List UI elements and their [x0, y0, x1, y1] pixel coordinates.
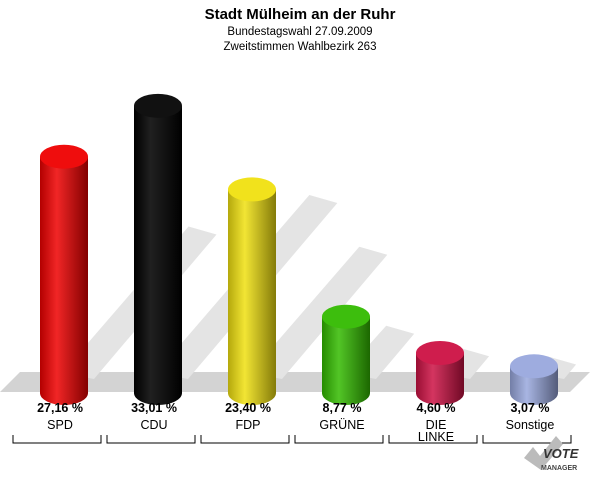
chart-title: Stadt Mülheim an der Ruhr	[205, 6, 396, 23]
bar-labels: 27,16 % SPD 33,01 % CDU 23,40 % FDP 8,77 % GRÜN…	[12, 401, 572, 444]
bar-shadow-fdp	[250, 246, 388, 379]
value-label-cdu: 33,01 %	[131, 401, 177, 415]
category-bracket-die-linke	[388, 435, 478, 444]
chart-subtitle-election: Bundestagswahl 27.09.2009	[227, 26, 372, 38]
bar-cap-gr-ne	[322, 304, 370, 329]
bar-cap-fdp	[228, 177, 276, 202]
category-bracket-cdu	[106, 435, 196, 444]
bar-die-linke	[416, 352, 464, 405]
category-label-spd: SPD	[47, 418, 73, 432]
bar-cap-die-linke	[416, 340, 464, 365]
bar-cap-cdu	[134, 93, 182, 118]
category-bracket-fdp	[200, 435, 290, 444]
category-label-cdu: CDU	[140, 418, 167, 432]
value-label-sonstige: 3,07 %	[511, 401, 550, 415]
bar-gr-ne	[322, 316, 370, 405]
bar-cap-spd	[40, 144, 88, 169]
value-label-spd: 27,16 %	[37, 401, 83, 415]
value-label-fdp: 23,40 %	[225, 401, 271, 415]
logo-text-manager: MANAGER	[541, 465, 577, 472]
bar-fdp	[228, 189, 276, 405]
value-label-gr-ne: 8,77 %	[323, 401, 362, 415]
checkmark-icon	[524, 436, 563, 470]
category-bracket-spd	[12, 435, 102, 444]
bar-cap-sonstige	[510, 354, 558, 379]
chart-subtitle-district: Zweitstimmen Wahlbezirk 263	[224, 41, 377, 53]
category-label-die-linke-line1: DIE	[426, 418, 447, 432]
vote-manager-logo: VOTE MANAGER	[524, 436, 579, 472]
bars	[40, 93, 558, 406]
category-bracket-sonstige	[482, 435, 572, 444]
category-label-die-linke-line2: LINKE	[418, 430, 454, 444]
category-bracket-gr-ne	[294, 435, 384, 444]
bar-spd	[40, 156, 88, 405]
bar-cdu	[134, 105, 182, 406]
logo-text-vote: VOTE	[543, 446, 579, 461]
category-label-gr-ne: GRÜNE	[319, 418, 364, 432]
value-label-die-linke: 4,60 %	[417, 401, 456, 415]
category-label-fdp: FDP	[236, 418, 261, 432]
category-label-sonstige: Sonstige	[506, 418, 555, 432]
